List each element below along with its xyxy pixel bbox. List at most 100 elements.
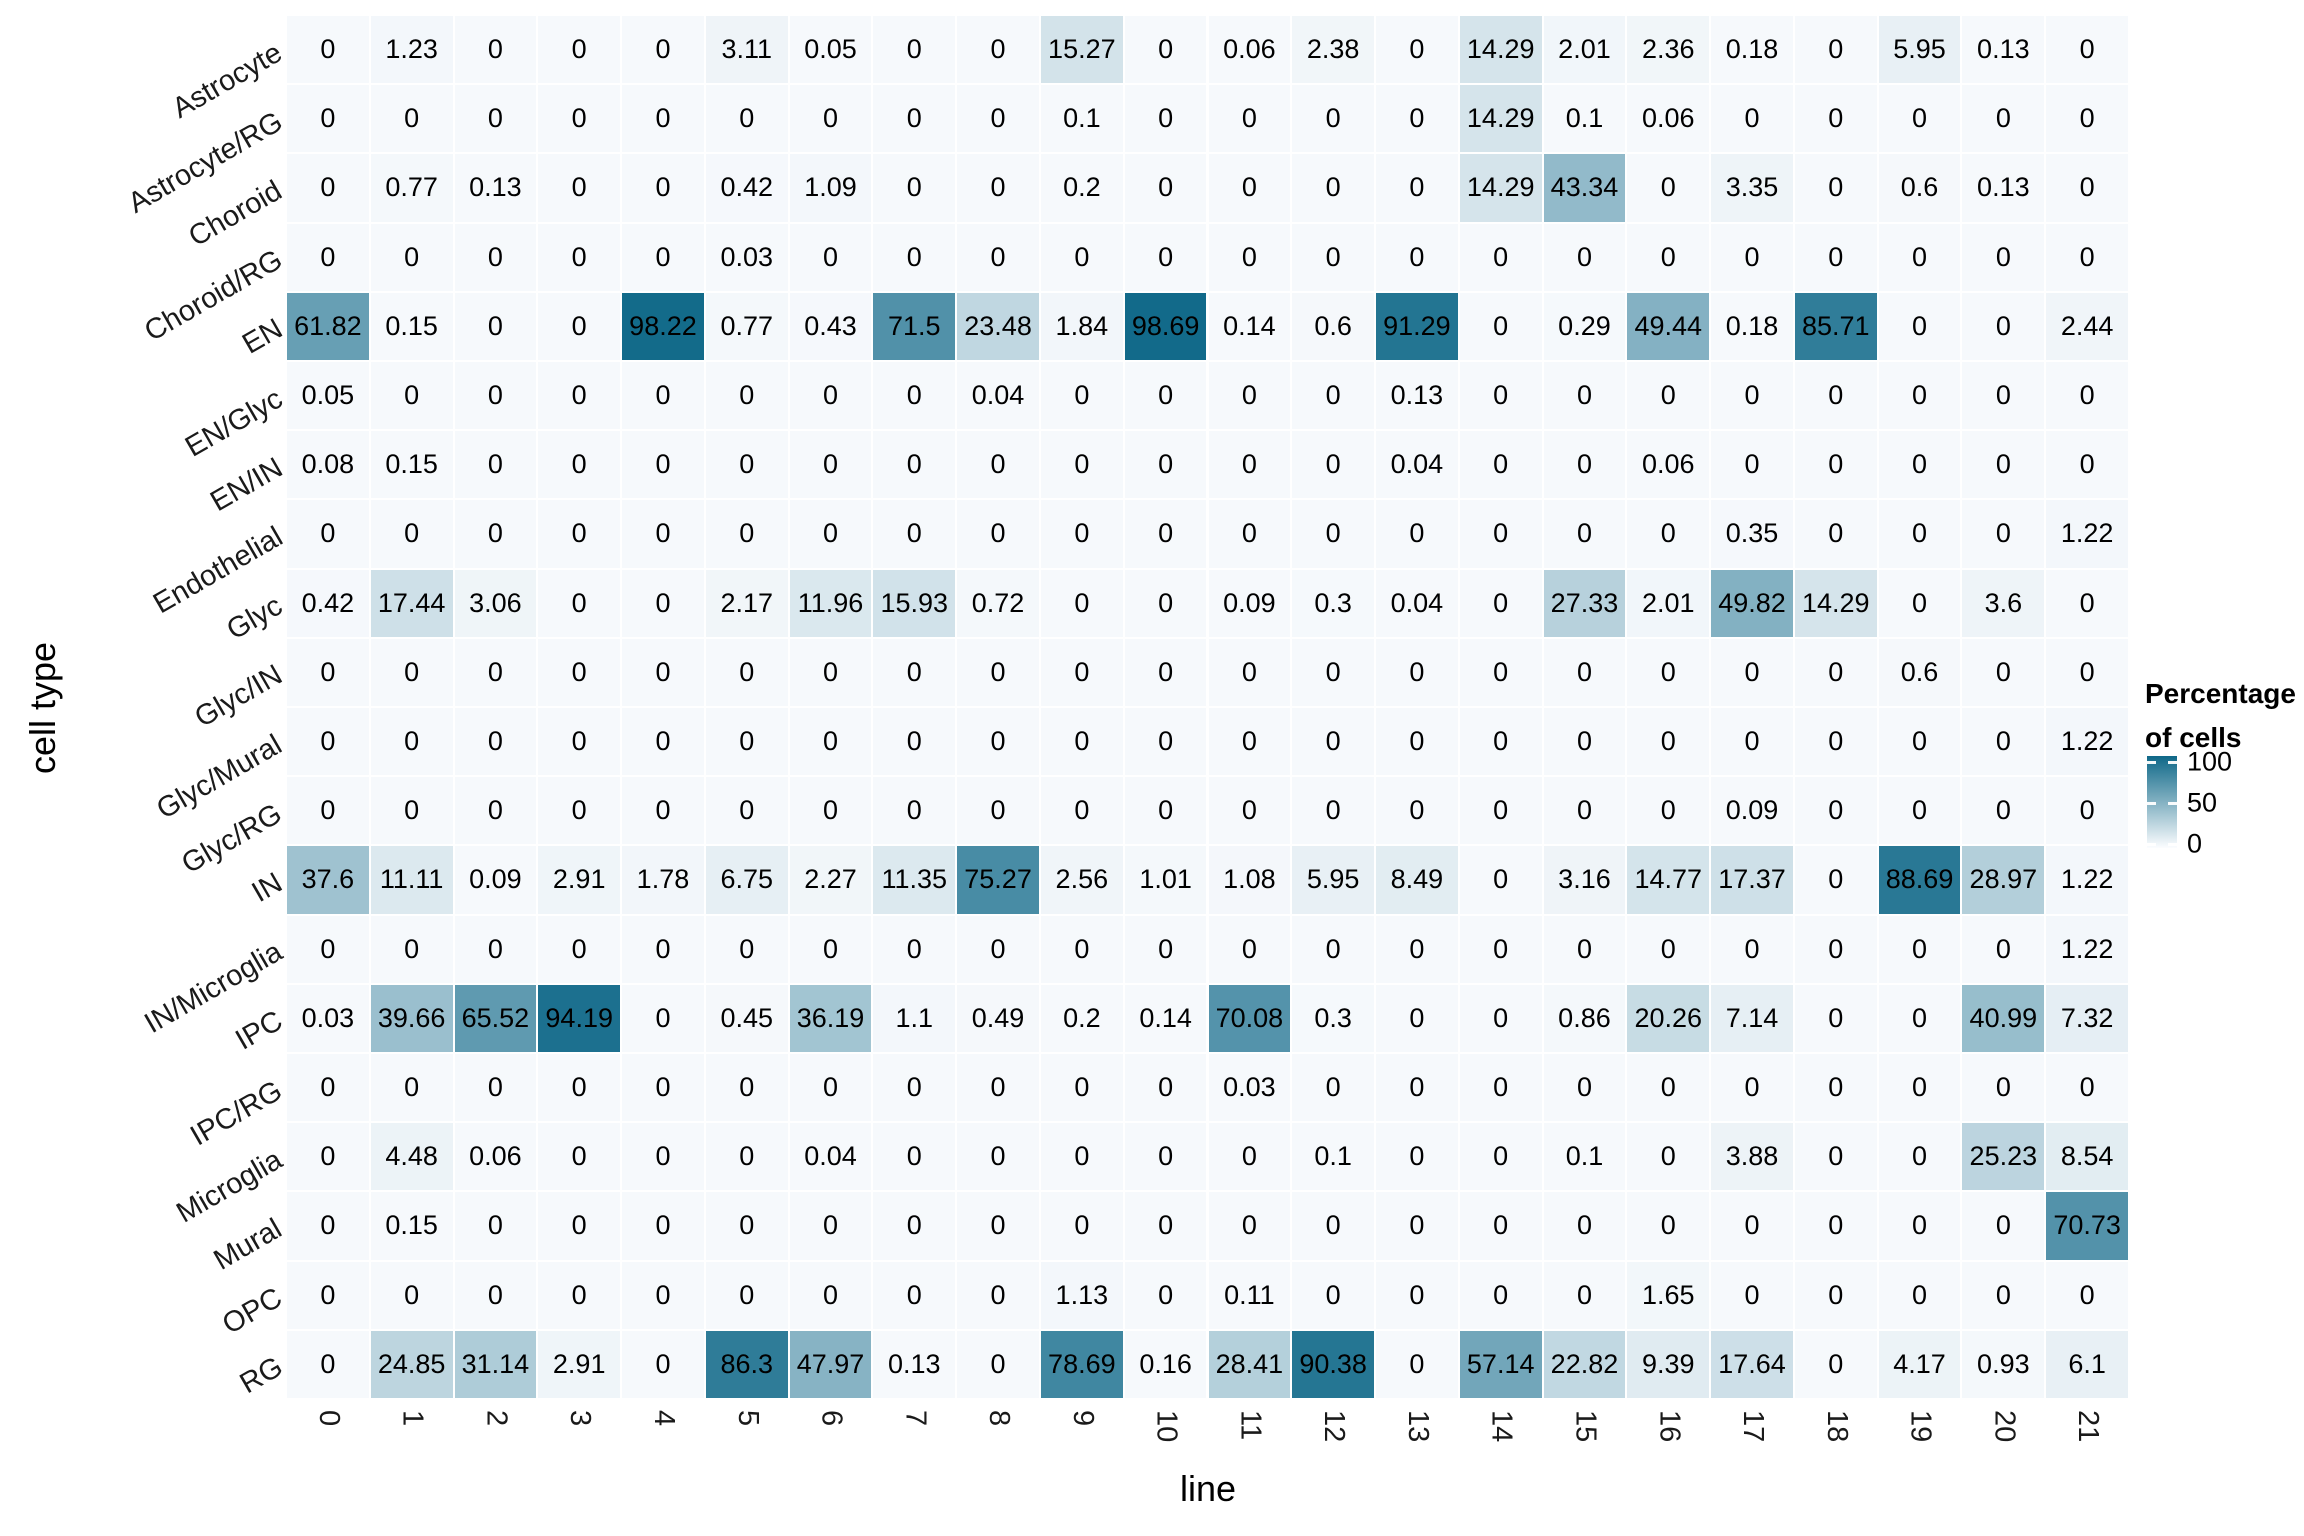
heatmap-cell: 0	[370, 708, 453, 776]
heatmap-cell: 0	[1292, 362, 1375, 430]
heatmap-cell: 0	[1627, 1192, 1710, 1260]
heatmap-cell: 0	[2046, 1054, 2128, 1122]
legend: Percentage of cells	[2145, 672, 2304, 760]
heatmap-cell: 3.6	[1962, 569, 2045, 637]
heatmap-cell: 11.35	[873, 846, 956, 914]
heatmap-cell: 0.13	[1376, 362, 1458, 430]
heatmap-cell: 0	[454, 85, 537, 153]
heatmap-cell: 49.82	[1711, 569, 1793, 637]
x-tick-label: 15	[1569, 1410, 1602, 1443]
heatmap-cell: 0	[1459, 708, 1542, 776]
heatmap-cell: 65.52	[454, 984, 537, 1052]
heatmap-cell: 0	[1794, 431, 1877, 499]
heatmap-cell: 0	[1962, 223, 2045, 291]
heatmap-cell: 0	[1124, 1054, 1207, 1122]
heatmap-cell: 98.22	[622, 292, 704, 360]
heatmap-cell: 2.91	[538, 1330, 621, 1398]
heatmap-cell: 0	[1878, 1054, 1961, 1122]
heatmap-cell: 0	[1459, 362, 1542, 430]
heatmap-cell: 3.88	[1711, 1123, 1793, 1191]
heatmap-cell: 0	[705, 1123, 788, 1191]
heatmap-cell: 0	[622, 431, 704, 499]
heatmap-cell: 0	[1124, 1192, 1207, 1260]
heatmap-cell: 0	[1459, 638, 1542, 706]
heatmap-cell: 0.06	[1208, 16, 1291, 84]
x-tick-label: 21	[2072, 1410, 2105, 1443]
heatmap-cell: 0	[957, 777, 1039, 845]
heatmap-cell: 0	[1794, 223, 1877, 291]
heatmap-cell: 0	[789, 915, 872, 983]
heatmap-cell: 17.44	[370, 569, 453, 637]
heatmap-cell: 0	[1543, 1261, 1626, 1329]
heatmap-cell: 0.09	[1711, 777, 1793, 845]
heatmap-cell: 94.19	[538, 984, 621, 1052]
legend-tick-mark	[2168, 842, 2177, 846]
x-tick-label: 16	[1653, 1410, 1686, 1443]
heatmap-cell: 0.6	[1878, 638, 1961, 706]
heatmap-cell: 0	[538, 1192, 621, 1260]
heatmap-cell: 0	[1292, 431, 1375, 499]
heatmap-cell: 0	[1292, 85, 1375, 153]
heatmap-cell: 0	[1208, 500, 1291, 568]
legend-tick-mark	[2147, 801, 2156, 805]
heatmap-cell: 2.27	[789, 846, 872, 914]
heatmap-cell: 0	[1040, 777, 1123, 845]
heatmap-cell: 6.1	[2046, 1330, 2128, 1398]
heatmap-cell: 0.08	[287, 431, 369, 499]
heatmap-cell: 0	[538, 1054, 621, 1122]
heatmap-cell: 0	[538, 362, 621, 430]
heatmap-cell: 0	[1962, 915, 2045, 983]
heatmap-cell: 0	[1376, 638, 1458, 706]
heatmap-cell: 0	[1208, 1192, 1291, 1260]
heatmap-cell: 0	[622, 223, 704, 291]
heatmap-cell: 14.77	[1627, 846, 1710, 914]
heatmap-cell: 2.44	[2046, 292, 2128, 360]
heatmap-cell: 0	[1124, 777, 1207, 845]
heatmap-cell: 0	[1459, 984, 1542, 1052]
heatmap-cell: 0	[370, 85, 453, 153]
heatmap-cell: 0	[789, 223, 872, 291]
heatmap-cell: 1.22	[2046, 500, 2128, 568]
heatmap-cell: 0	[1124, 638, 1207, 706]
heatmap-cell: 0	[1124, 85, 1207, 153]
heatmap-cell: 0	[1292, 500, 1375, 568]
heatmap-cell: 0	[957, 1261, 1039, 1329]
heatmap-cell: 0.1	[1543, 85, 1626, 153]
heatmap-cell: 90.38	[1292, 1330, 1375, 1398]
heatmap-cell: 0	[705, 1192, 788, 1260]
heatmap-cell: 78.69	[1040, 1330, 1123, 1398]
heatmap-cell: 0	[1878, 431, 1961, 499]
heatmap-cell: 17.37	[1711, 846, 1793, 914]
heatmap-cell: 0	[287, 1054, 369, 1122]
heatmap-cell: 0	[957, 1123, 1039, 1191]
heatmap-cell: 0	[1208, 154, 1291, 222]
heatmap-cell: 0	[705, 1261, 788, 1329]
heatmap-cell: 0	[538, 431, 621, 499]
heatmap-cell: 22.82	[1543, 1330, 1626, 1398]
heatmap-cell: 1.13	[1040, 1261, 1123, 1329]
y-tick-label: Mural	[208, 1212, 288, 1277]
heatmap-cell: 0	[1459, 569, 1542, 637]
heatmap-cell: 0	[454, 1261, 537, 1329]
heatmap-cell: 75.27	[957, 846, 1039, 914]
heatmap-cell: 0	[454, 16, 537, 84]
heatmap-cell: 0	[622, 1261, 704, 1329]
heatmap-cell: 0	[1124, 1123, 1207, 1191]
heatmap-cell: 0	[1040, 362, 1123, 430]
heatmap-cell: 0	[1962, 431, 2045, 499]
heatmap-cell: 0.04	[957, 362, 1039, 430]
heatmap-cell: 0.14	[1208, 292, 1291, 360]
heatmap-cell: 0	[1292, 915, 1375, 983]
heatmap-cell: 88.69	[1878, 846, 1961, 914]
heatmap-cell: 0	[873, 85, 956, 153]
x-tick-label: 12	[1318, 1410, 1351, 1443]
heatmap-cell: 15.27	[1040, 16, 1123, 84]
heatmap-cell: 0	[705, 915, 788, 983]
heatmap-cell: 0	[873, 431, 956, 499]
heatmap-cell: 0	[1794, 984, 1877, 1052]
x-tick-label: 7	[899, 1410, 932, 1427]
heatmap-cell: 0.05	[789, 16, 872, 84]
heatmap-cell: 0	[1962, 1192, 2045, 1260]
heatmap-cell: 14.29	[1459, 85, 1542, 153]
heatmap-cell: 0	[287, 708, 369, 776]
